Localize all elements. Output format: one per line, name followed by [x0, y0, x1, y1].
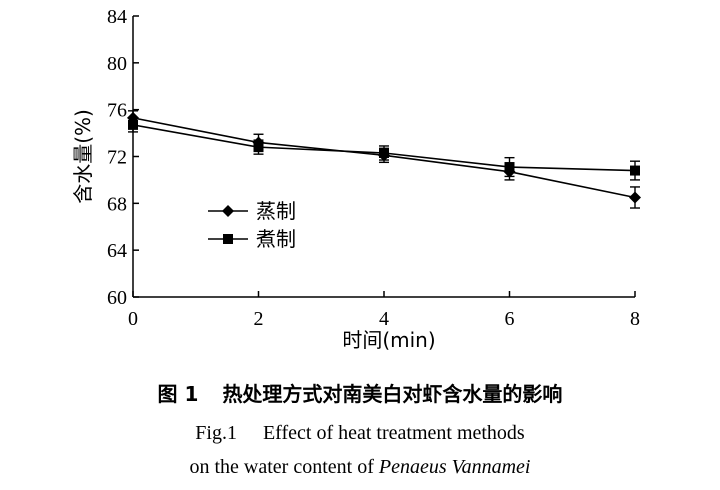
figure-number-en: Fig.1	[195, 422, 237, 444]
x-tick-label: 2	[254, 308, 264, 330]
square-marker	[128, 119, 138, 130]
x-axis-label: 时间(min)	[342, 328, 435, 352]
chart-series	[127, 110, 641, 209]
legend-label: 煮制	[256, 227, 296, 251]
legend-label: 蒸制	[256, 199, 296, 223]
square-marker	[630, 165, 640, 176]
y-tick-label: 68	[107, 193, 127, 215]
x-tick-label: 4	[379, 308, 389, 330]
figure-title-en-line1: Effect of heat treatment methods	[262, 422, 525, 444]
y-tick-label: 60	[107, 287, 127, 309]
y-tick-label: 76	[107, 100, 127, 122]
x-tick-label: 6	[505, 308, 515, 330]
x-tick-label: 0	[128, 308, 138, 330]
square-marker	[504, 162, 515, 173]
x-tick-label: 8	[630, 308, 640, 330]
species-name: Penaeus Vannamei	[378, 456, 531, 478]
figure-number-cn: 图 1	[157, 382, 199, 406]
figure-title-cn: 热处理方式对南美白对虾含水量的影响	[222, 382, 563, 406]
square-marker	[379, 147, 389, 158]
figure-title-en-line2: on the water content of	[189, 456, 379, 478]
y-tick-label: 64	[107, 240, 127, 262]
diamond-marker	[629, 191, 641, 204]
y-tick-label: 84	[107, 6, 127, 28]
figure-caption-english-line2: on the water content of Penaeus Vannamei	[0, 456, 720, 479]
square-marker	[223, 234, 233, 244]
square-marker	[253, 142, 264, 153]
y-axis-label: 含水量(%)	[71, 109, 95, 204]
series-boiled	[128, 117, 640, 181]
figure-caption-english-line1: Fig.1 Effect of heat treatment methods	[0, 422, 720, 445]
diamond-marker	[222, 205, 234, 217]
y-tick-label: 72	[107, 147, 127, 169]
figure-caption-chinese: 图 1 热处理方式对南美白对虾含水量的影响	[0, 378, 720, 407]
y-tick-label: 80	[107, 53, 127, 75]
